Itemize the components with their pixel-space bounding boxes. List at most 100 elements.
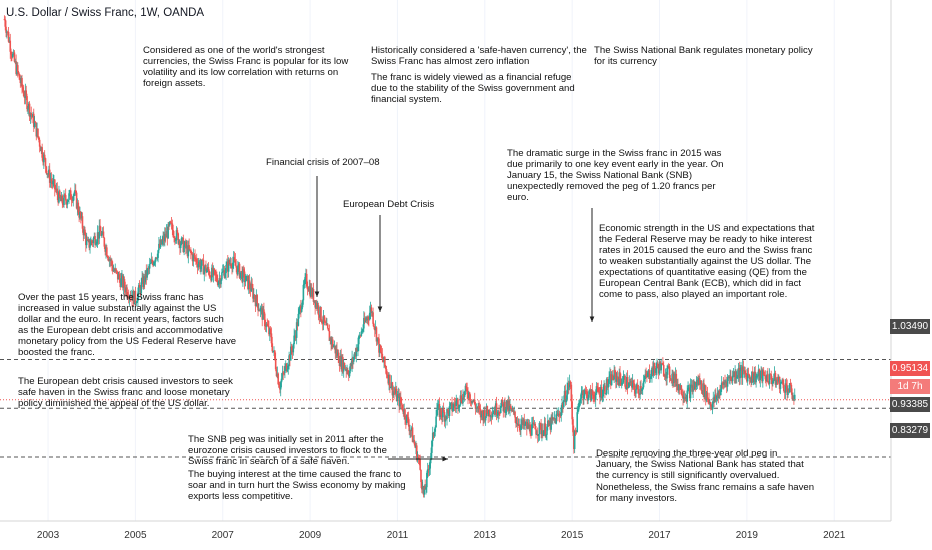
candle-body	[328, 331, 331, 341]
candle-body	[48, 169, 51, 183]
candle-body	[163, 236, 165, 242]
candle-body	[445, 416, 447, 420]
candle-body	[649, 378, 652, 380]
candle-body	[268, 326, 270, 335]
candle-body	[172, 230, 174, 237]
candle-body	[31, 115, 33, 118]
candle-body	[349, 363, 352, 371]
candle-body	[712, 397, 715, 404]
candle-body	[404, 409, 406, 420]
candle-body	[503, 401, 505, 412]
candle-body	[57, 194, 59, 203]
candle-body	[516, 423, 519, 426]
candle-body	[380, 352, 383, 354]
note-line: exports less competitive.	[188, 491, 294, 502]
candle-body	[646, 372, 649, 378]
candle-body	[442, 408, 444, 418]
candle-body	[358, 336, 360, 345]
candle-body	[566, 389, 568, 399]
candle-body	[479, 409, 482, 418]
candle-body	[23, 96, 26, 99]
candle-body	[517, 424, 520, 426]
candle-body	[130, 295, 132, 298]
candle-body	[568, 381, 571, 388]
note-line: January 15, the Swiss National Bank (SNB…	[507, 170, 693, 181]
candle-body	[72, 195, 75, 202]
candle-body	[20, 78, 22, 84]
candle-body	[683, 396, 685, 399]
candle-body	[509, 405, 511, 412]
candle-body	[383, 356, 385, 363]
candle-body	[461, 401, 463, 404]
candle-body	[160, 239, 163, 245]
note-line: due primarily to one key event early in …	[507, 159, 724, 170]
candle-body	[410, 427, 413, 431]
note-line: boosted the franc.	[18, 347, 95, 358]
candle-body	[359, 335, 362, 337]
candle-body	[77, 202, 80, 213]
candle-body	[184, 241, 187, 249]
candle-body	[324, 321, 327, 323]
candle-body	[640, 386, 642, 391]
candle-body	[448, 406, 451, 416]
candle-body	[400, 403, 403, 405]
candle-body	[251, 283, 253, 289]
candle-body	[590, 389, 593, 401]
candle-body	[268, 329, 271, 335]
price-label-current: 0.95134	[890, 361, 930, 376]
candle-body	[131, 295, 133, 301]
candle-body	[34, 122, 37, 123]
candle-body	[9, 40, 12, 52]
note-line: The buying interest at the time caused t…	[188, 469, 402, 480]
candle-body	[510, 405, 512, 408]
candle-body	[352, 357, 355, 362]
candle-body	[188, 245, 190, 250]
candle-body	[233, 257, 236, 261]
candle-body	[124, 287, 127, 293]
candle-body	[726, 377, 729, 387]
candle-body	[358, 335, 361, 337]
candle-body	[419, 458, 421, 470]
candle-body	[557, 413, 559, 416]
candle-body	[308, 285, 311, 292]
candle-body	[531, 424, 533, 436]
candle-body	[644, 374, 647, 379]
candle-body	[725, 381, 728, 387]
candle-body	[30, 112, 33, 116]
candle-body	[704, 385, 707, 401]
candle-body	[595, 386, 598, 394]
candle-body	[10, 51, 12, 55]
candle-body	[347, 373, 350, 377]
candle-body	[326, 324, 329, 329]
candle-body	[773, 373, 776, 380]
candle-body	[714, 394, 717, 400]
candle-body	[648, 370, 651, 380]
candle-body	[352, 357, 354, 362]
candle-body	[341, 357, 343, 370]
candle-body	[46, 173, 49, 175]
candle-body	[287, 365, 290, 370]
candle-body	[55, 188, 58, 190]
candle-body	[440, 408, 442, 416]
candle-body	[182, 237, 185, 253]
candle-body	[556, 413, 558, 415]
candle-body	[638, 393, 641, 395]
candle-body	[686, 390, 689, 402]
candle-body	[679, 385, 682, 390]
candle-body	[399, 396, 401, 407]
candle-body	[196, 263, 199, 268]
candle-body	[277, 373, 279, 385]
candle-body	[264, 326, 267, 327]
candle-body	[226, 261, 229, 272]
note-line: European Central Bank (ECB), which did i…	[599, 278, 802, 289]
candle-body	[452, 408, 454, 411]
candle-body	[298, 309, 300, 314]
candle-body	[127, 295, 129, 297]
candle-body	[69, 190, 72, 200]
candle-body	[234, 260, 237, 266]
candle-body	[751, 371, 753, 383]
candle-body	[546, 426, 548, 435]
candle-body	[363, 317, 365, 329]
candle-body	[695, 383, 698, 387]
horizontal-levels	[0, 358, 891, 458]
